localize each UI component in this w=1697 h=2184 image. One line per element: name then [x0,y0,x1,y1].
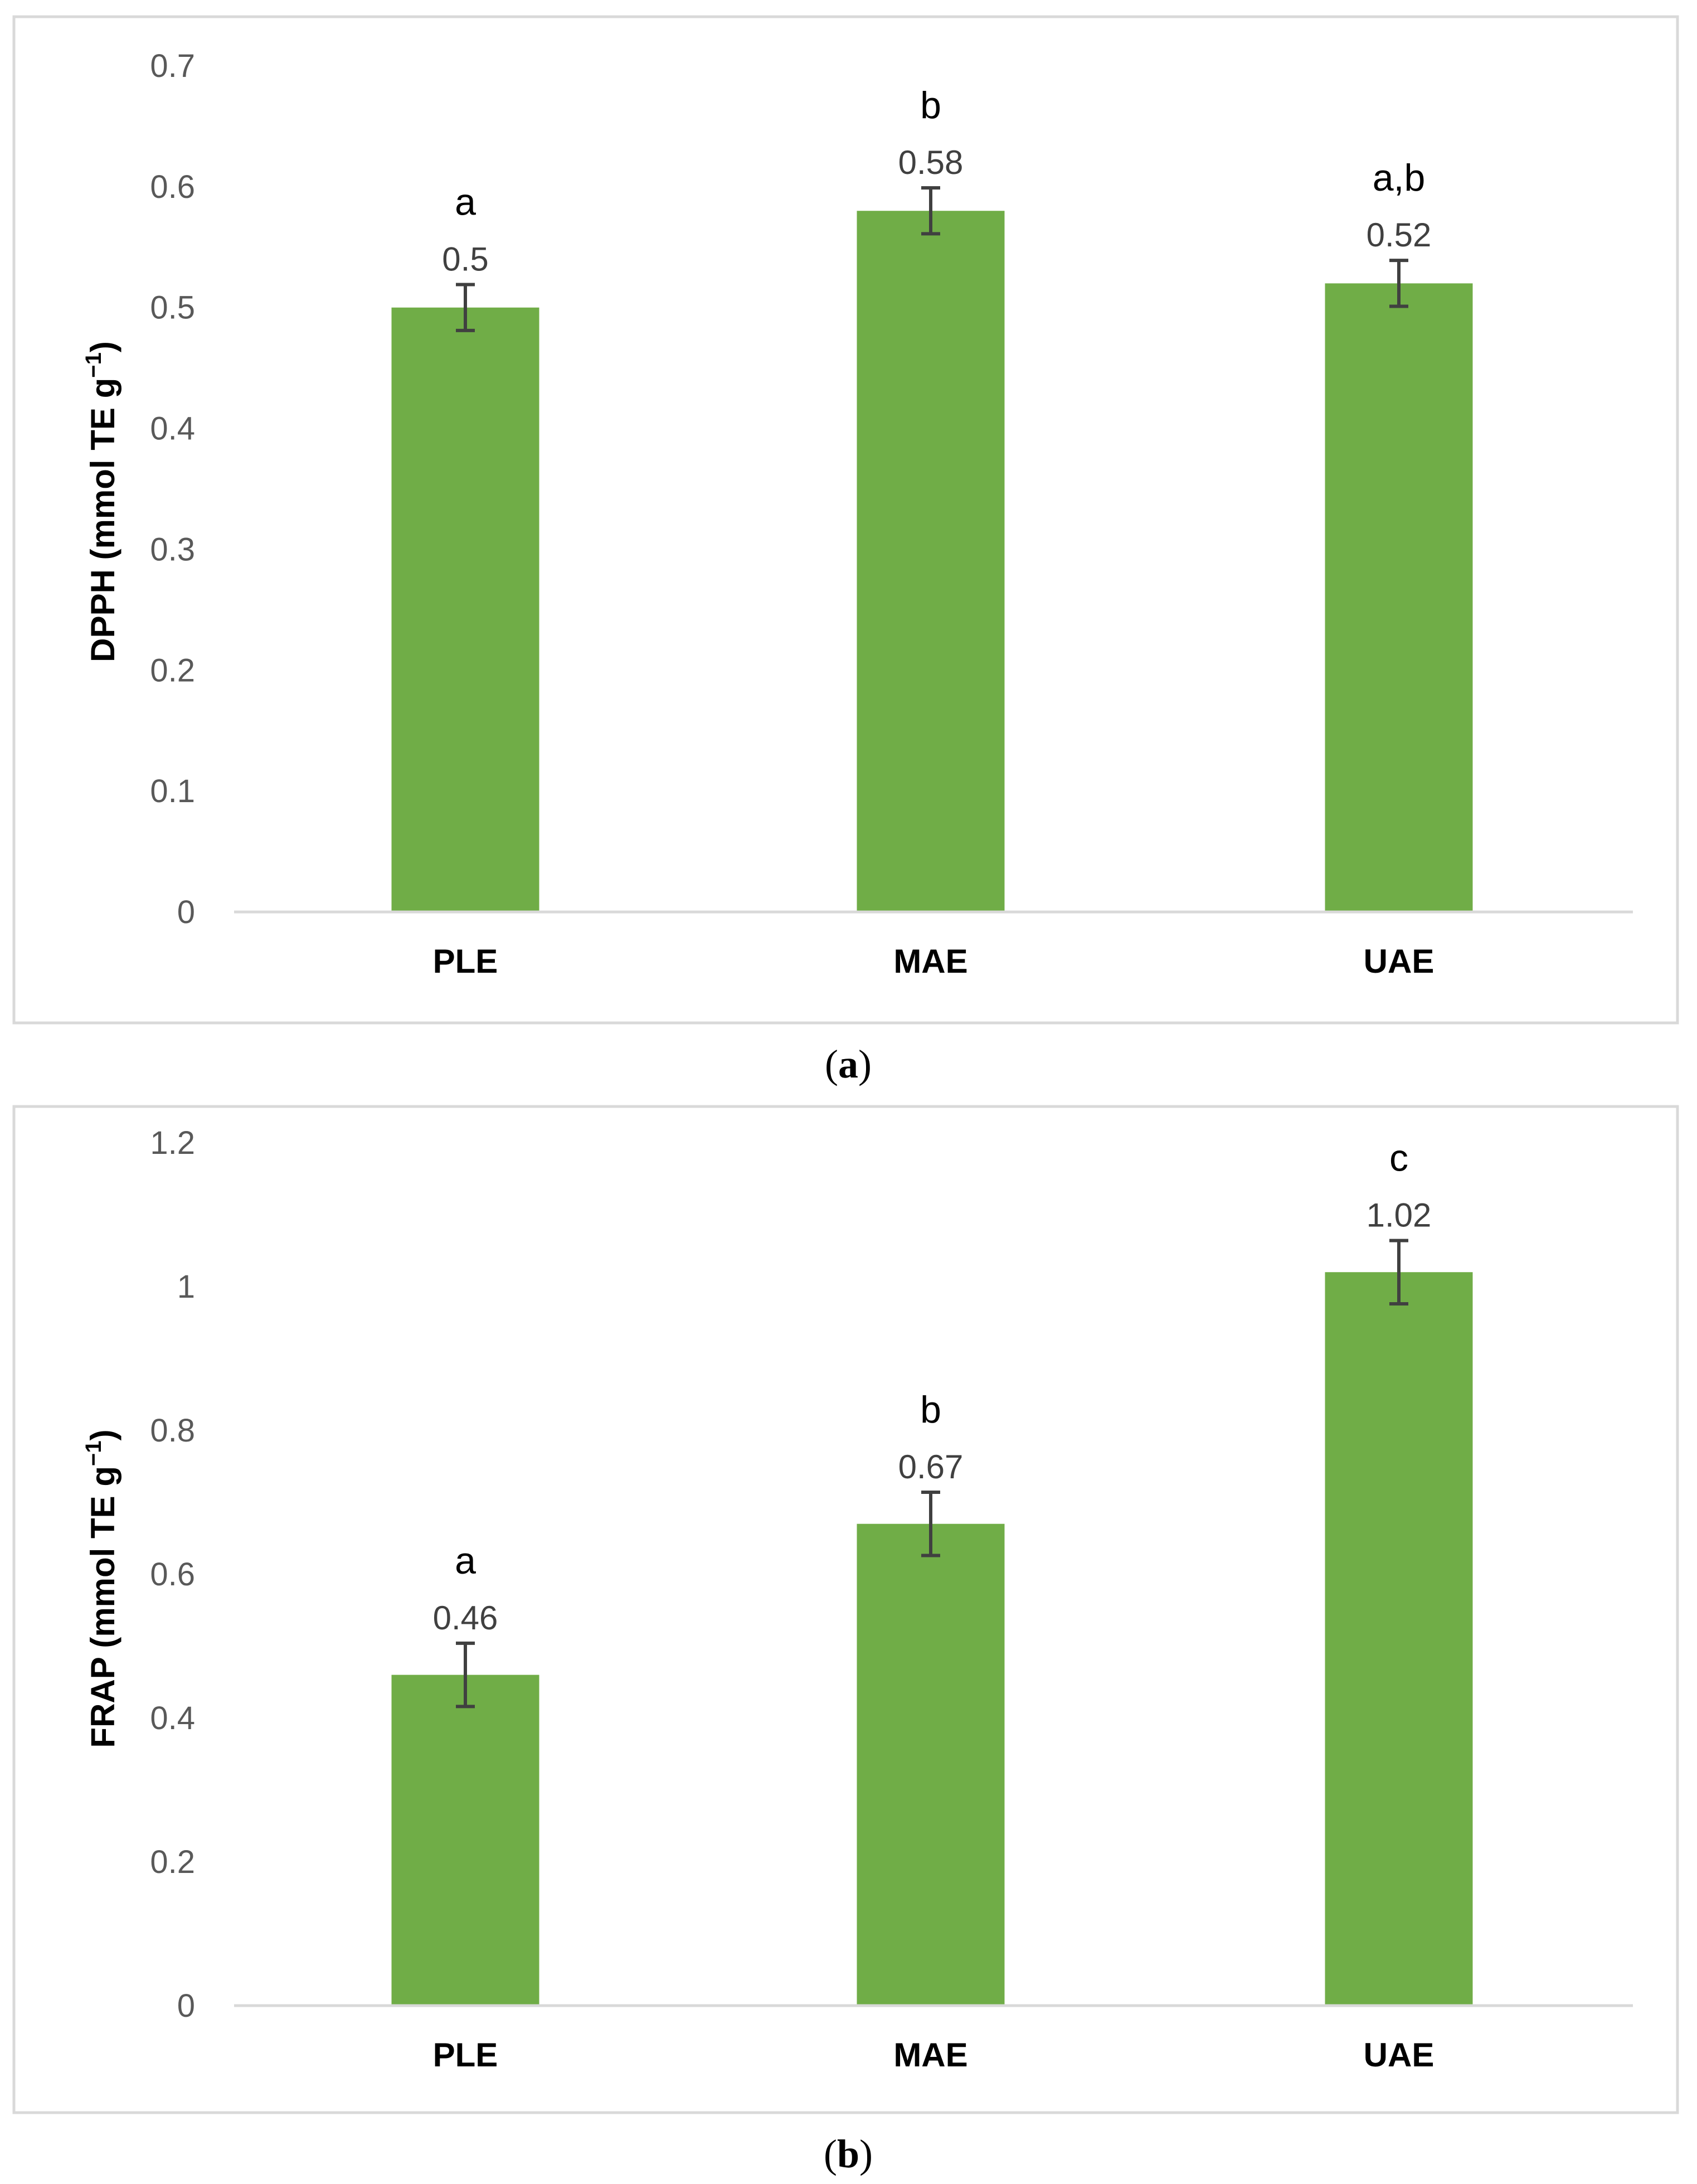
panel-b-caption-close: ) [859,2132,873,2176]
panel-a-caption-letter: a [838,1042,858,1086]
panel-a-bar-uae [1325,283,1473,912]
panel-b-significance-label-mae: b [920,1389,941,1431]
panel-b-chart: FRAP (mmol TE g−1) 0 0.2 0.4 0.6 0.8 1 1.2 0.4… [12,1105,1679,2114]
panel-a-y-tick-label: 0.5 [150,290,195,326]
panel-b-y-tick-label: 0.4 [150,1700,195,1736]
panel-b-x-tick-label-uae: UAE [1364,2036,1435,2074]
panel-b-bar-uae [1325,1272,1473,2006]
panel-b-y-tick-label: 0.2 [150,1844,195,1880]
panel-b-significance-label-ple: a [455,1540,476,1582]
panel-a-caption: (a) [825,1042,872,1086]
panel-b-caption-open: ( [824,2132,837,2176]
panel-a-y-axis-label-text: DPPH (mmol TE g [84,378,121,662]
panel-b-error-bar-ple [456,1641,475,1709]
panel-b-bar-mae [857,1523,1005,2006]
panel-a-y-tick-label: 0 [177,894,195,930]
panel-a-error-bar-ple [456,283,475,332]
panel-b-y-tick-label: 0.6 [150,1556,195,1593]
panel-b-significance-label-uae: c [1389,1137,1408,1179]
panel-b-data-label-mae: 0.67 [898,1448,964,1486]
panel-b-error-bar-mae [921,1490,940,1557]
panel-a-y-axis-label-sup: −1 [81,352,106,378]
panel-b-x-tick-label-mae: MAE [893,2036,967,2074]
panel-a-error-bar-uae [1389,259,1408,308]
panel-a-data-label-uae: 0.52 [1367,216,1432,254]
panel-a-bar-mae [857,211,1005,913]
panel-a-x-tick-label-uae: UAE [1364,943,1435,980]
panel-b-y-axis-label-close: ) [84,1429,121,1440]
panel-a-error-bar-mae [921,186,940,236]
panel-b-bar-ple [391,1675,539,2006]
panel-a-y-axis-label-close: ) [84,341,121,352]
panel-a-y-tick-label: 0.2 [150,652,195,688]
panel-a-y-axis-label: DPPH (mmol TE g−1) [81,341,121,662]
panel-b-y-axis-label: FRAP (mmol TE g−1) [81,1429,121,1748]
panel-a-y-tick-label: 0.4 [150,411,195,447]
panel-a-bar-ple [391,307,539,912]
panel-b-data-label-ple: 0.46 [433,1599,498,1637]
panel-b-y-tick-label: 1.2 [150,1125,195,1161]
panel-a-significance-label-mae: b [920,84,941,127]
panel-a-y-tick-label: 0.3 [150,531,195,567]
panel-b-caption-letter: b [837,2132,859,2176]
panel-a-data-label-ple: 0.5 [442,241,488,278]
panel-a-x-tick-label-ple: PLE [433,943,498,980]
panel-b-caption: (b) [824,2132,873,2176]
panel-b-y-tick-label: 0 [177,1988,195,2024]
panel-b-y-axis-label-text: FRAP (mmol TE g [84,1466,121,1748]
panel-a-chart: DPPH (mmol TE g−1) 0 0.1 0.2 0.3 0.4 0.5 0.6 0.… [12,15,1679,1025]
panel-a-significance-label-ple: a [455,181,476,224]
panel-a-y-tick-label: 0.1 [150,773,195,809]
panel-a-caption-close: ) [858,1042,872,1086]
panel-b-error-bar-uae [1389,1239,1408,1305]
panel-a-data-label-mae: 0.58 [898,144,964,181]
panel-b-y-axis-label-sup: −1 [81,1440,106,1466]
panel-b-data-label-uae: 1.02 [1367,1196,1432,1234]
panel-a-caption-open: ( [825,1042,838,1086]
panel-a-significance-label-uae: a,b [1373,157,1426,199]
panel-b-x-tick-label-ple: PLE [433,2036,498,2074]
panel-b-y-tick-label: 0.8 [150,1413,195,1449]
panel-a-x-tick-label-mae: MAE [893,943,967,980]
panel-b-y-tick-label: 1 [177,1269,195,1305]
panel-a-y-tick-label: 0.6 [150,169,195,205]
panel-a-y-tick-label: 0.7 [150,48,195,84]
